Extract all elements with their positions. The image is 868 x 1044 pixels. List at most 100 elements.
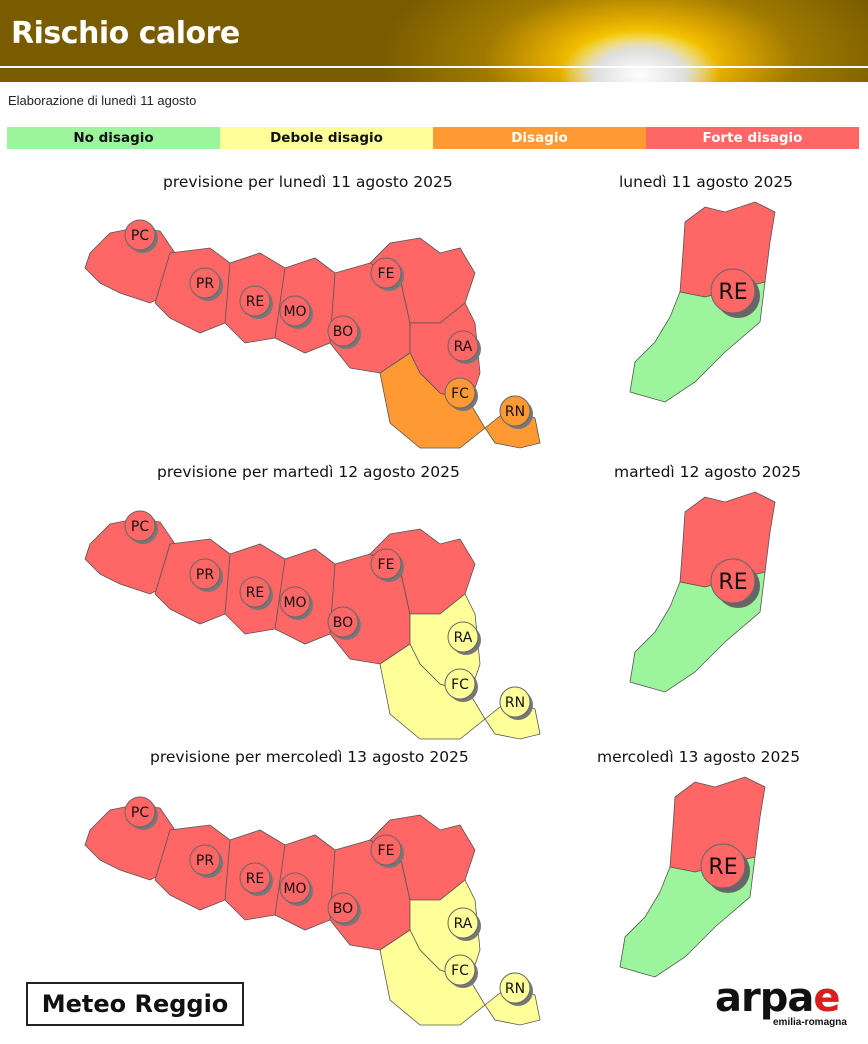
zoom-title: mercoledì 13 agosto 2025 <box>597 748 801 766</box>
zoom-map: RE <box>629 201 776 403</box>
province-fc-label: FC <box>451 386 469 402</box>
province-rn-label: RN <box>505 981 525 997</box>
province-pc-badge: PC <box>124 510 158 544</box>
province-pr-badge: PR <box>189 844 223 878</box>
province-pc-label: PC <box>131 519 149 535</box>
zoom-north-area <box>679 201 776 298</box>
province-pr-badge-circle <box>189 844 221 876</box>
province-fc-badge: FC <box>444 954 478 988</box>
province-pc-badge-circle <box>124 510 156 542</box>
zoom-badge-circle <box>710 558 756 604</box>
legend-debole-disagio: Debole disagio <box>220 127 433 149</box>
province-re-badge-circle <box>239 576 271 608</box>
province-re-badge: RE <box>239 285 273 319</box>
province-pr-label: PR <box>196 853 214 869</box>
province-ra-label: RA <box>454 339 473 355</box>
province-fe-badge: FE <box>370 548 404 582</box>
province-rn-badge-circle <box>499 395 531 427</box>
province-ra-badge-circle <box>447 330 479 362</box>
zoom-badge-circle <box>710 268 756 314</box>
zoom-title: lunedì 11 agosto 2025 <box>619 173 794 191</box>
zoom-title: martedì 12 agosto 2025 <box>614 463 802 481</box>
province-rn-badge-circle <box>499 686 531 718</box>
province-pr-badge: PR <box>189 267 223 301</box>
province-fc-area <box>379 929 486 1026</box>
province-mo-label: MO <box>283 304 306 320</box>
province-pc-badge: PC <box>124 796 158 830</box>
province-fc-label: FC <box>451 963 469 979</box>
region-map: PC PR RE MO BO FE RA FC RN <box>84 510 541 740</box>
province-pc-badge-circle <box>124 219 156 251</box>
province-fc-label: FC <box>451 677 469 693</box>
province-re-label: RE <box>246 871 265 887</box>
province-re-badge-circle <box>239 285 271 317</box>
province-mo-badge-circle <box>279 295 311 327</box>
arpae-logo-prefix: arpa <box>715 975 814 1021</box>
province-pc-badge: PC <box>124 219 158 253</box>
province-re-badge: RE <box>239 862 273 896</box>
province-fe-badge: FE <box>370 257 404 291</box>
province-fc-badge: FC <box>444 668 478 702</box>
province-fc-badge-circle <box>444 954 476 986</box>
province-ra-label: RA <box>454 916 473 932</box>
province-bo-label: BO <box>333 901 353 917</box>
province-rn-badge: RN <box>499 972 533 1006</box>
province-fc-badge-circle <box>444 668 476 700</box>
province-mo-badge-circle <box>279 586 311 618</box>
province-fe-area <box>369 237 476 324</box>
zoom-map: RE <box>629 491 776 693</box>
province-bo-badge-circle <box>327 315 359 347</box>
zoom-badge-circle <box>700 843 746 889</box>
province-ra-badge-circle <box>447 621 479 653</box>
province-bo-badge: BO <box>327 892 361 926</box>
risk-legend: No disagio Debole disagio Disagio Forte … <box>7 127 859 149</box>
province-rn-badge-circle <box>499 972 531 1004</box>
province-bo-label: BO <box>333 324 353 340</box>
province-pr-badge-circle <box>189 558 221 590</box>
elaboration-date: Elaborazione di lunedì 11 agosto <box>8 93 197 108</box>
province-pr-badge: PR <box>189 558 223 592</box>
province-pr-label: PR <box>196 567 214 583</box>
province-ra-badge: RA <box>447 907 481 941</box>
zoom-badge-label: RE <box>718 280 747 305</box>
zoom-badge-label: RE <box>708 855 737 880</box>
legend-no-disagio: No disagio <box>7 127 220 149</box>
province-bo-badge: BO <box>327 315 361 349</box>
province-pc-label: PC <box>131 228 149 244</box>
province-fe-badge-circle <box>370 834 402 866</box>
province-mo-badge: MO <box>279 872 313 906</box>
province-bo-badge: BO <box>327 606 361 640</box>
forecast-title: previsione per mercoledì 13 agosto 2025 <box>150 748 469 766</box>
province-rn-label: RN <box>505 404 525 420</box>
province-mo-label: MO <box>283 595 306 611</box>
province-bo-label: BO <box>333 615 353 631</box>
province-fc-area <box>379 352 486 449</box>
province-fe-badge-circle <box>370 257 402 289</box>
province-fe-area <box>369 814 476 901</box>
zoom-north-area <box>669 776 766 873</box>
sun-graphic <box>560 30 720 82</box>
forecast-title: previsione per lunedì 11 agosto 2025 <box>163 173 453 191</box>
legend-disagio: Disagio <box>433 127 646 149</box>
province-mo-badge: MO <box>279 295 313 329</box>
zoom-badge-label: RE <box>718 570 747 595</box>
legend-forte-disagio: Forte disagio <box>646 127 859 149</box>
meteo-reggio-logo-text: Meteo Reggio <box>41 990 229 1018</box>
province-mo-badge-circle <box>279 872 311 904</box>
province-pr-badge-circle <box>189 267 221 299</box>
province-bo-badge-circle <box>327 606 359 638</box>
province-ra-badge: RA <box>447 621 481 655</box>
arpae-logo: arpae emilia-romagna <box>715 978 860 1028</box>
arpae-logo-sub: emilia-romagna <box>773 1017 847 1028</box>
page-header: Rischio calore <box>0 0 868 82</box>
zoom-map: RE <box>619 776 766 978</box>
province-ra-badge-circle <box>447 907 479 939</box>
province-fe-label: FE <box>378 557 395 573</box>
province-rn-badge: RN <box>499 395 533 429</box>
zoom-north-area <box>679 491 776 588</box>
province-fc-area <box>379 643 486 740</box>
province-re-badge-circle <box>239 862 271 894</box>
province-fe-label: FE <box>378 843 395 859</box>
page-title: Rischio calore <box>11 16 240 51</box>
province-re-label: RE <box>246 585 265 601</box>
